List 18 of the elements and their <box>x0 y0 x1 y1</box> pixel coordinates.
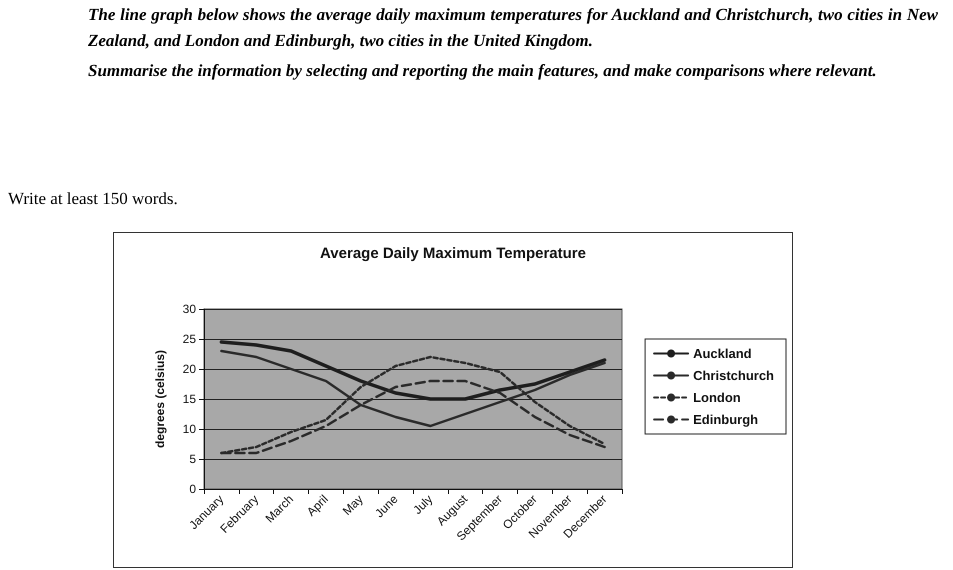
text: Write at least 150 words. <box>8 188 179 210</box>
y-tick-label: 10 <box>182 422 196 436</box>
y-tick-label: 20 <box>182 362 196 376</box>
x-tick-label: July <box>410 492 436 518</box>
y-tick-label: 5 <box>189 452 196 466</box>
legend-label: Edinburgh <box>693 412 758 427</box>
chart-title: Average Daily Maximum Temperature <box>320 245 586 262</box>
y-axis-title: degrees (celsius) <box>153 350 167 448</box>
y-tick-label: 30 <box>182 302 196 316</box>
y-tick-label: 0 <box>189 482 196 496</box>
text: The line graph below shows the average daily maximum temperatures for Auckland and Christchurch, two cities in New Zealand, and London and Edinburgh, two cities in the United Kingdom. <box>88 4 938 52</box>
legend-label: Auckland <box>693 346 752 361</box>
legend-label: London <box>693 390 741 405</box>
y-tick-label: 15 <box>182 392 196 406</box>
legend-label: Christchurch <box>693 368 774 383</box>
text: Summarise the information by selecting and reporting the main features, and make comparisons where relevant. <box>88 60 878 82</box>
x-tick-label: May <box>340 492 366 518</box>
y-tick-label: 25 <box>182 332 196 346</box>
